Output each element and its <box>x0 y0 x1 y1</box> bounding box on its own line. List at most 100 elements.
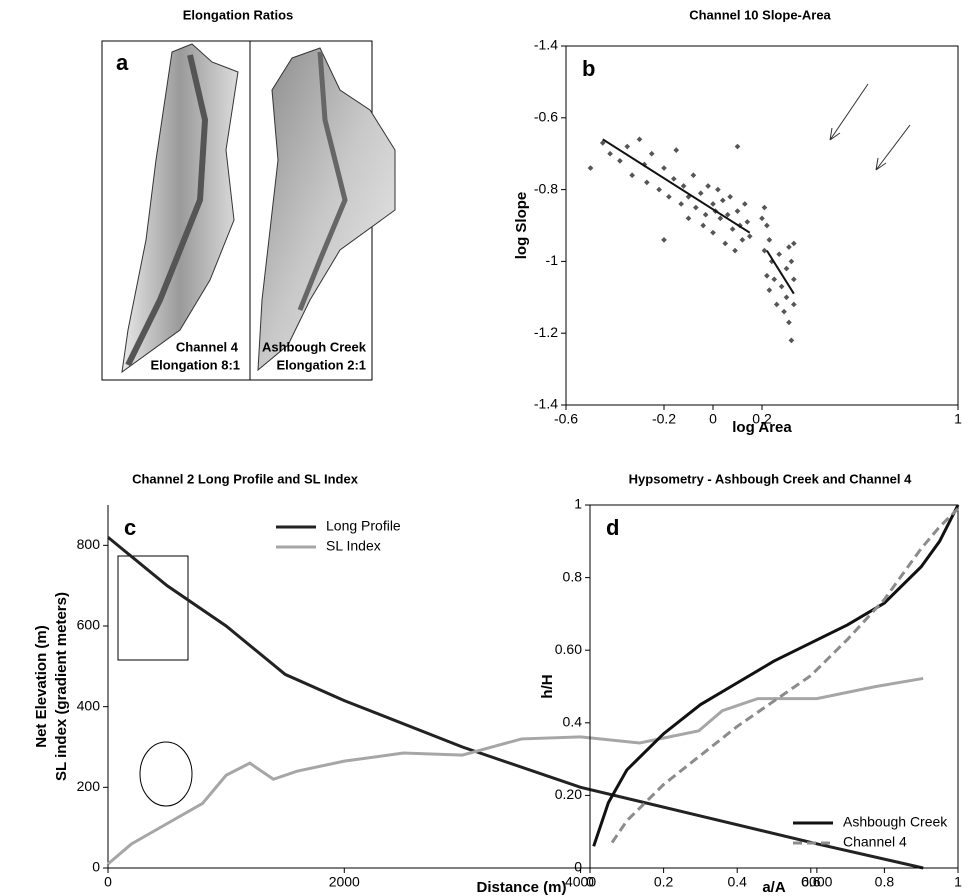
point <box>702 211 709 218</box>
point <box>629 172 635 179</box>
panel-label: c <box>124 515 136 540</box>
y-tick-label: 400 <box>77 697 101 713</box>
x-tick-label: 1 <box>954 874 962 890</box>
y-tick-label: -1.2 <box>534 324 558 340</box>
point <box>734 143 741 150</box>
x-axis-label: Distance (m) <box>476 879 566 896</box>
point <box>617 158 623 164</box>
point <box>764 272 770 279</box>
x-tick-label: 0 <box>104 874 112 890</box>
annotation: Elongation 2:1 <box>276 357 366 372</box>
panel-c-notes <box>117 555 193 807</box>
point <box>773 301 780 308</box>
point <box>693 204 699 211</box>
point <box>727 193 733 200</box>
plot-frame <box>589 504 959 869</box>
channel <box>297 51 348 311</box>
legend-label: Ashbough Creek <box>843 814 948 830</box>
annotation: Ashbough Creek <box>262 339 367 354</box>
arrow <box>829 83 869 141</box>
point <box>766 237 773 243</box>
y-axis-label: h/H <box>539 674 556 698</box>
panel-title: Channel 2 Long Profile and SL Index <box>132 471 359 486</box>
y-tick-label: 0.4 <box>563 714 583 730</box>
y-tick-label: 1 <box>574 496 582 512</box>
point <box>661 165 667 171</box>
y-tick-label: 600 <box>77 617 101 633</box>
point <box>673 147 680 153</box>
y-axis-label: SL index (gradient meters) <box>53 592 70 781</box>
point <box>761 204 768 211</box>
y-tick-label: -0.6 <box>534 109 558 125</box>
x-tick-label: 1 <box>954 411 962 427</box>
point <box>690 172 697 179</box>
x-tick-label: 0.4 <box>727 874 747 890</box>
y-tick-label: 200 <box>77 778 101 794</box>
point <box>791 301 797 308</box>
series-line <box>107 536 924 870</box>
point <box>670 176 677 182</box>
point <box>764 222 770 229</box>
point <box>742 201 748 207</box>
point <box>715 186 721 193</box>
y-tick-label: -1.4 <box>534 396 558 412</box>
panel-label: b <box>582 56 595 81</box>
point <box>685 215 692 222</box>
legend-label: Long Profile <box>326 518 401 534</box>
legend-label: Channel 4 <box>843 834 907 850</box>
point <box>729 226 736 232</box>
series-line <box>107 676 924 866</box>
panel-a: a Elongation Ratios Channel 4 Elongation… <box>101 7 396 381</box>
point <box>666 193 672 200</box>
point <box>734 208 741 214</box>
y-tick-label: 0.8 <box>563 568 583 584</box>
point <box>587 165 594 171</box>
point <box>717 215 724 222</box>
annotation: Elongation 8:1 <box>150 357 240 372</box>
annotation: Channel 4 <box>176 339 239 354</box>
point <box>783 265 790 272</box>
point <box>697 190 704 197</box>
point <box>678 201 684 207</box>
y-tick-label: -1.4 <box>534 37 558 53</box>
point <box>786 319 792 326</box>
point <box>648 150 655 157</box>
x-axis-label: log Area <box>732 419 792 436</box>
arrow <box>875 124 911 171</box>
point <box>739 237 746 243</box>
y-tick-label: 0 <box>92 859 100 875</box>
basin-channel-4 <box>121 43 239 374</box>
trend-line <box>766 250 795 295</box>
point <box>791 240 797 247</box>
point <box>746 233 753 240</box>
point <box>661 237 667 243</box>
trend-line <box>602 138 751 234</box>
point <box>722 240 729 247</box>
x-tick-label: 0.2 <box>752 411 772 427</box>
point <box>771 276 778 283</box>
plot-frame <box>565 45 959 406</box>
point <box>710 201 716 207</box>
y-tick-label: -0.8 <box>534 180 558 196</box>
panel-title: Channel 10 Slope-Area <box>689 7 831 22</box>
point <box>791 276 797 283</box>
point <box>624 143 631 150</box>
y-axis-label: Net Elevation (m) <box>33 625 50 748</box>
arrows <box>829 83 911 171</box>
point <box>700 222 707 229</box>
point <box>599 140 606 146</box>
channel <box>125 54 209 367</box>
y-tick-label: 800 <box>77 536 101 552</box>
point <box>644 179 650 186</box>
point <box>788 258 795 265</box>
y-axis-label: log Slope <box>513 192 530 260</box>
point <box>710 229 716 236</box>
panel-label: d <box>606 515 619 540</box>
x-tick-label: 4000 <box>565 874 596 890</box>
x-tick-label: 0 <box>586 874 594 890</box>
x-tick-label: 0.2 <box>654 874 674 890</box>
x-tick-label: 2000 <box>329 874 360 890</box>
y-tick-label: 0.20 <box>555 786 582 802</box>
